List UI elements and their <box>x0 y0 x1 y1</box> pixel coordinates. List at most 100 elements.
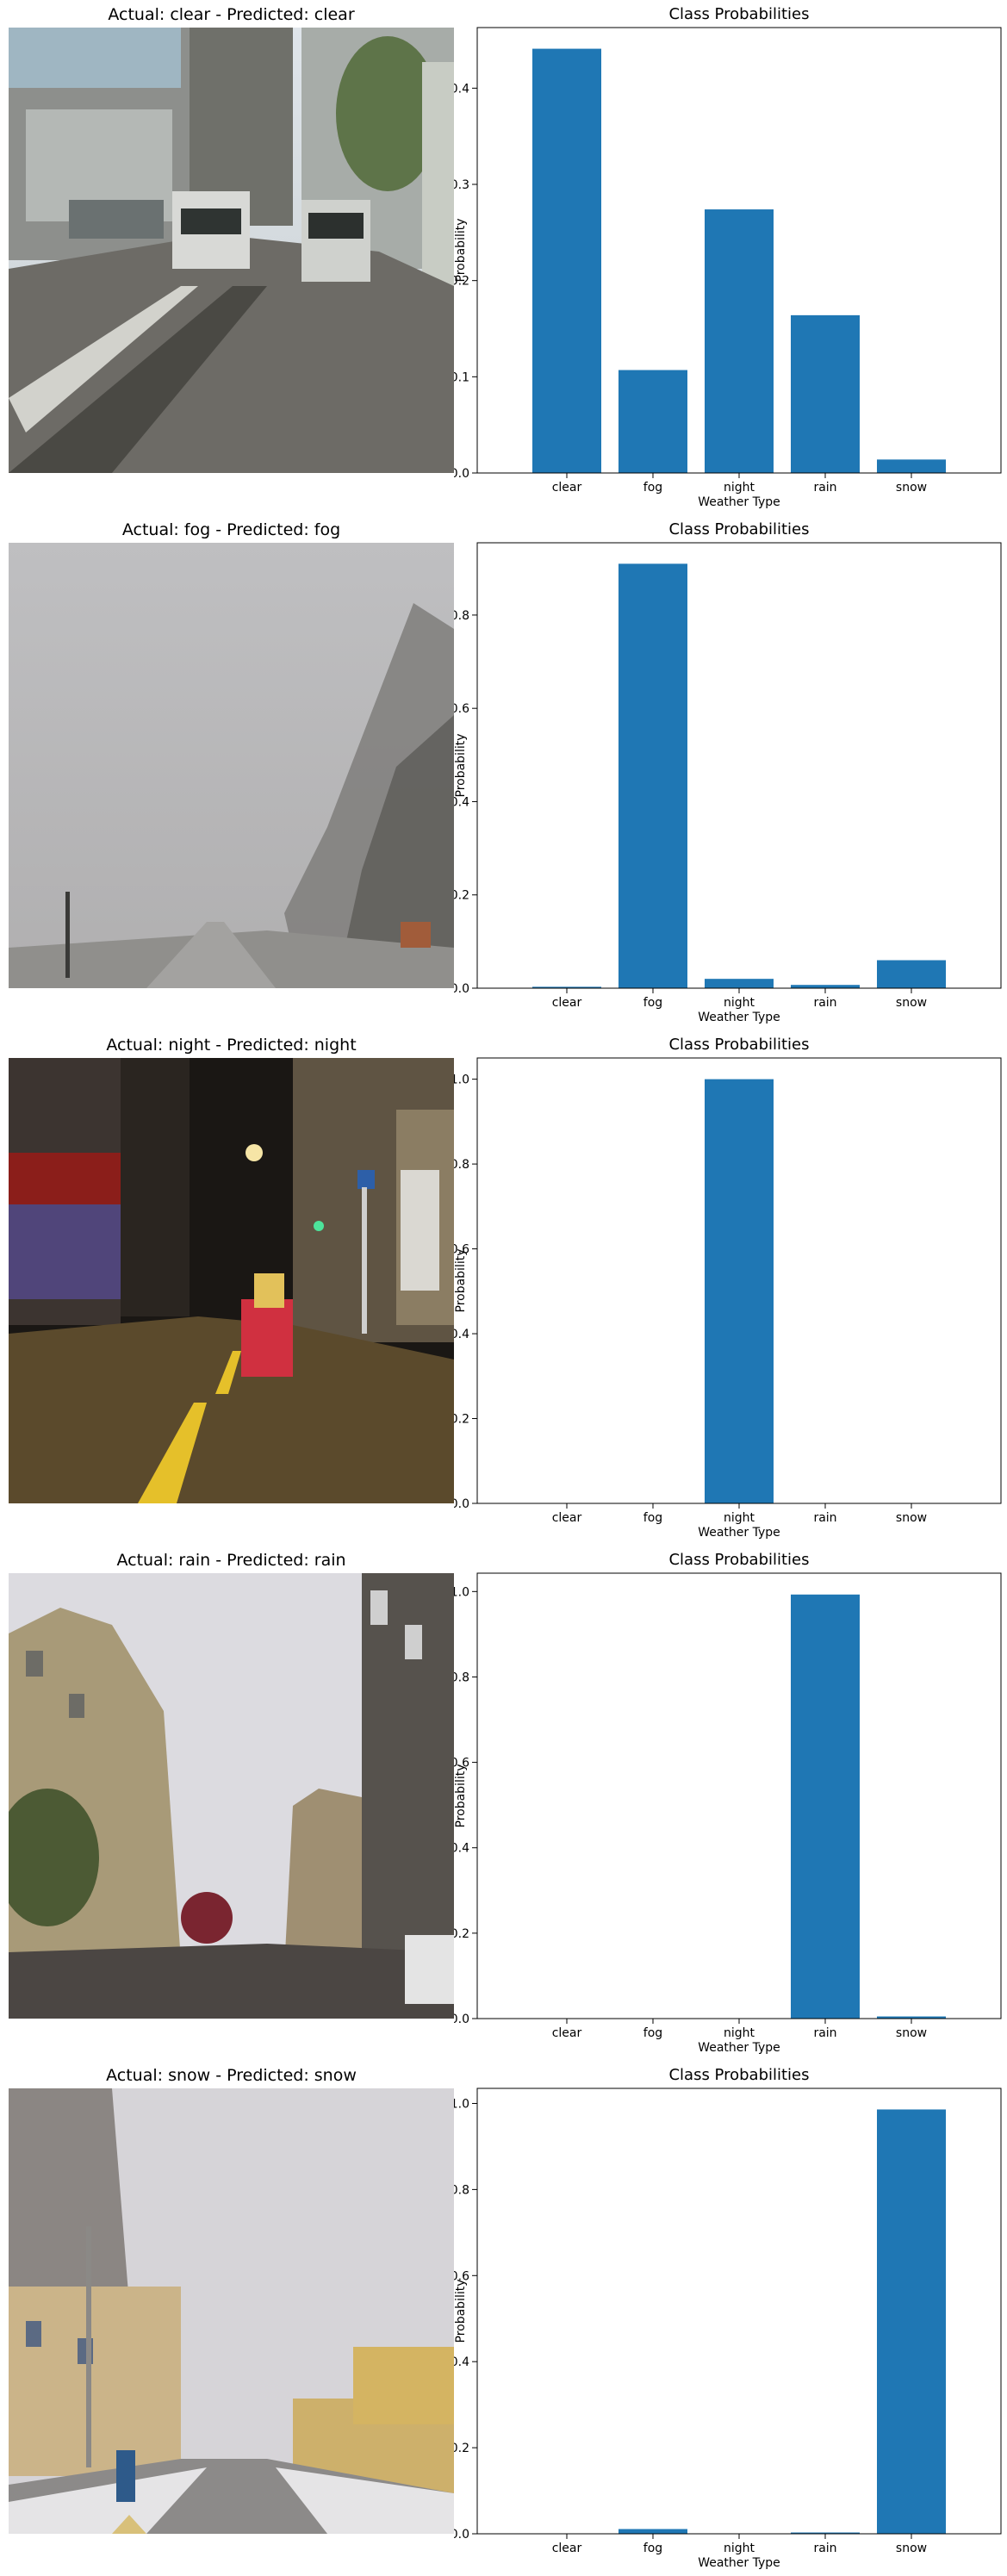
bar-rain <box>791 2532 860 2534</box>
x-tick-label: rain <box>813 481 836 495</box>
y-axis-label: Probability <box>454 2279 468 2343</box>
y-tick-label: 0.2 <box>454 275 469 289</box>
probability-chart: Class Probabilities clear fog night rain snow… <box>454 1030 1007 1546</box>
y-tick-label: 0.6 <box>454 1243 469 1257</box>
probability-chart: Class Probabilities clear fog night rain snow… <box>454 0 1007 515</box>
result-row-clear: Actual: clear - Predicted: clear <box>0 0 1007 515</box>
y-tick-label: 0.4 <box>454 1842 469 1856</box>
x-tick-label: fog <box>643 2542 662 2555</box>
plot-frame <box>476 1057 1002 1504</box>
y-tick-label: 0.8 <box>454 1158 469 1172</box>
y-tick-label: 0.4 <box>454 2355 469 2369</box>
chart-title: Class Probabilities <box>668 2066 809 2084</box>
y-tick-label: 0.2 <box>454 889 469 903</box>
scene-image-clear <box>9 28 454 473</box>
chart-title: Class Probabilities <box>668 1551 809 1569</box>
x-tick-label: night <box>724 996 755 1010</box>
y-tick-label: 1.0 <box>454 1073 469 1087</box>
y-tick-label: 0.0 <box>454 2013 469 2026</box>
x-tick-label: clear <box>552 2542 582 2555</box>
x-tick-label: night <box>724 1511 755 1525</box>
y-tick-label: 0.0 <box>454 1497 469 1511</box>
bar-rain <box>791 314 860 473</box>
result-row-snow: Actual: snow - Predicted: snow Class Pro… <box>0 2061 1007 2576</box>
y-tick-label: 0.2 <box>454 2442 469 2455</box>
y-axis-label: Probability <box>454 1248 468 1312</box>
bar-fog <box>618 370 687 473</box>
probability-chart: Class Probabilities clear fog night rain snow… <box>454 515 1007 1030</box>
y-tick-label: 0.6 <box>454 2269 469 2283</box>
scene-image-rain <box>9 1573 454 2019</box>
result-row-night: Actual: night - Predicted: night Class P… <box>0 1030 1007 1546</box>
y-tick-label: 0.6 <box>454 702 469 716</box>
y-tick-label: 1.0 <box>454 2097 469 2111</box>
y-tick-label: 0.1 <box>454 370 469 384</box>
y-tick-label: 0.8 <box>454 1671 469 1684</box>
plot-frame <box>476 2088 1002 2535</box>
result-row-rain: Actual: rain - Predicted: rain Class Pro… <box>0 1546 1007 2061</box>
result-row-fog: Actual: fog - Predicted: fog Class Proba… <box>0 515 1007 1030</box>
y-tick-label: 0.6 <box>454 1757 469 1770</box>
bar-clear <box>532 48 601 473</box>
y-tick-label: 0.0 <box>454 2528 469 2542</box>
y-tick-label: 0.2 <box>454 1927 469 1941</box>
y-tick-label: 0.4 <box>454 82 469 96</box>
x-tick-label: snow <box>896 996 927 1010</box>
bar-snow <box>877 2109 946 2534</box>
image-title: Actual: night - Predicted: night <box>106 1036 357 1055</box>
bar-fog <box>618 2529 687 2534</box>
bar-rain <box>791 985 860 988</box>
x-tick-label: fog <box>643 1511 662 1525</box>
y-tick-label: 1.0 <box>454 1585 469 1599</box>
x-axis-label: Weather Type <box>698 495 780 509</box>
chart-title: Class Probabilities <box>668 1036 809 1054</box>
x-tick-label: snow <box>896 2026 927 2040</box>
x-tick-label: rain <box>813 1511 836 1525</box>
x-axis-label: Weather Type <box>698 2556 780 2570</box>
bar-rain <box>791 1594 860 2019</box>
x-axis-label: Weather Type <box>698 1011 780 1024</box>
image-title: Actual: fog - Predicted: fog <box>121 520 341 539</box>
image-title: Actual: clear - Predicted: clear <box>108 5 355 24</box>
y-axis-label: Probability <box>454 733 468 797</box>
scene-image-snow <box>9 2088 454 2534</box>
x-tick-label: clear <box>552 481 582 495</box>
x-axis-label: Weather Type <box>698 1526 780 1540</box>
image-title: Actual: rain - Predicted: rain <box>116 1551 346 1570</box>
y-tick-label: 0.0 <box>454 467 469 481</box>
image-title: Actual: snow - Predicted: snow <box>106 2066 357 2085</box>
bar-snow <box>877 960 946 988</box>
x-axis-label: Weather Type <box>698 2041 780 2055</box>
x-tick-label: fog <box>643 481 662 495</box>
scene-image-fog <box>9 543 454 988</box>
y-tick-label: 0.4 <box>454 1328 469 1341</box>
x-tick-label: clear <box>552 2026 582 2040</box>
x-tick-label: fog <box>643 996 662 1010</box>
x-tick-label: rain <box>813 2542 836 2555</box>
probability-chart: Class Probabilities clear fog night rain snow… <box>454 2061 1007 2576</box>
y-axis-label: Probability <box>454 1764 468 1827</box>
x-tick-label: snow <box>896 2542 927 2555</box>
probability-chart: Class Probabilities clear fog night rain snow… <box>454 1546 1007 2061</box>
x-tick-label: snow <box>896 1511 927 1525</box>
x-tick-label: fog <box>643 2026 662 2040</box>
x-tick-label: clear <box>552 1511 582 1525</box>
bar-clear <box>532 986 601 988</box>
y-tick-label: 0.8 <box>454 2183 469 2197</box>
chart-title: Class Probabilities <box>668 5 809 23</box>
bar-snow <box>877 2016 946 2019</box>
bar-night <box>705 209 774 473</box>
bar-fog <box>618 563 687 988</box>
plot-frame <box>476 27 1002 474</box>
y-axis-label: Probability <box>454 218 468 282</box>
x-tick-label: rain <box>813 996 836 1010</box>
chart-title: Class Probabilities <box>668 520 809 538</box>
y-tick-label: 0.0 <box>454 982 469 996</box>
y-tick-label: 0.8 <box>454 609 469 623</box>
x-tick-label: night <box>724 2542 755 2555</box>
x-tick-label: clear <box>552 996 582 1010</box>
y-tick-label: 0.2 <box>454 1413 469 1427</box>
y-tick-label: 0.3 <box>454 178 469 192</box>
bar-night <box>705 979 774 988</box>
plot-frame <box>476 1572 1002 2019</box>
